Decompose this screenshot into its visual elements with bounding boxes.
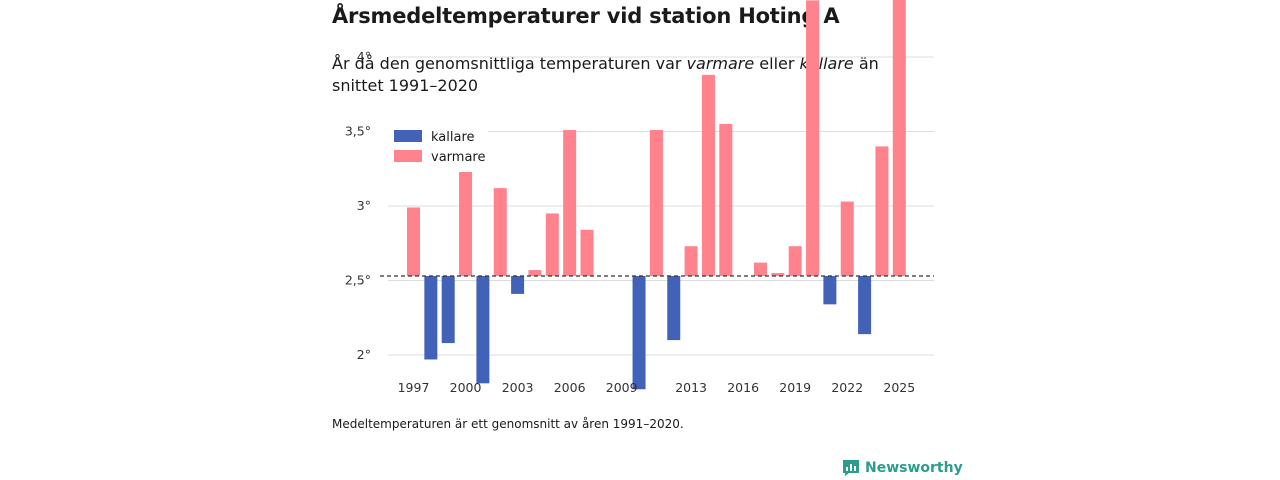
subtitle-text-2: eller bbox=[754, 54, 800, 73]
bar-1997[interactable] bbox=[407, 207, 420, 277]
bar-2006[interactable] bbox=[563, 130, 577, 277]
x-tick-label: 2003 bbox=[502, 380, 534, 395]
y-tick-label: 4° bbox=[357, 49, 371, 64]
x-tick-label: 1997 bbox=[398, 380, 430, 395]
x-tick-label: 2013 bbox=[675, 380, 707, 395]
bar-2019[interactable] bbox=[788, 246, 802, 277]
bar-2017[interactable] bbox=[754, 262, 767, 277]
bar-2005[interactable] bbox=[545, 213, 559, 277]
bar-1999[interactable] bbox=[441, 276, 455, 344]
bar-2014[interactable] bbox=[701, 74, 715, 277]
bar-2007[interactable] bbox=[580, 229, 594, 277]
x-tick-label: 2000 bbox=[450, 380, 482, 395]
newsworthy-brand[interactable]: Newsworthy bbox=[842, 459, 963, 477]
legend: kallare varmare bbox=[386, 124, 488, 172]
chart-subtitle: År då den genomsnittliga temperaturen va… bbox=[332, 53, 932, 97]
bar-2018[interactable] bbox=[771, 273, 785, 277]
x-axis-labels: 1997 2000 2003 2006 2009 2013 2016 2019 2022 2025 bbox=[398, 380, 916, 395]
y-tick-label: 2,5° bbox=[345, 273, 371, 288]
bar-2000[interactable] bbox=[459, 152, 473, 277]
x-tick-label: 2016 bbox=[727, 380, 759, 395]
subtitle-text-1: År då den genomsnittliga temperaturen va… bbox=[332, 54, 687, 73]
bar-2001[interactable] bbox=[476, 276, 490, 384]
y-tick-label: 2° bbox=[357, 347, 371, 362]
x-tick-label: 2025 bbox=[883, 380, 915, 395]
bar-2002[interactable] bbox=[493, 188, 507, 277]
bar-2011[interactable] bbox=[649, 130, 663, 277]
bar-2020[interactable] bbox=[806, 0, 820, 277]
legend-label-varmare: varmare bbox=[431, 150, 485, 165]
legend-label-kallare: kallare bbox=[431, 130, 475, 145]
footnote: Medeltemperaturen är ett genomsnitt av å… bbox=[332, 417, 684, 431]
bar-2022[interactable] bbox=[840, 201, 854, 277]
bar-2010[interactable] bbox=[632, 276, 646, 390]
bar-2003[interactable] bbox=[511, 276, 525, 294]
bar-2024[interactable] bbox=[875, 146, 889, 277]
subtitle-text-3: än snittet 1991–2020 bbox=[332, 54, 879, 95]
bar-2023[interactable] bbox=[858, 276, 872, 335]
chart-title: Årsmedeltemperaturer vid station Hoting … bbox=[332, 4, 840, 28]
bar-2013[interactable] bbox=[684, 246, 698, 277]
subtitle-warmer: varmare bbox=[686, 54, 755, 73]
bars bbox=[407, 0, 906, 390]
bar-1998[interactable] bbox=[424, 276, 438, 360]
x-tick-label: 2019 bbox=[779, 380, 811, 395]
bar-2015[interactable] bbox=[719, 124, 733, 277]
x-tick-label: 2009 bbox=[606, 380, 638, 395]
legend-swatch-varmare bbox=[394, 150, 422, 162]
bar-2012[interactable] bbox=[667, 276, 681, 341]
newsworthy-logo-icon bbox=[843, 460, 859, 476]
y-tick-label: 3° bbox=[357, 198, 371, 213]
x-tick-label: 2022 bbox=[831, 380, 863, 395]
brand-name: Newsworthy bbox=[865, 460, 963, 476]
x-tick-label: 2006 bbox=[554, 380, 586, 395]
y-axis-labels: 2°2,5°3°3,5°4°4,5°5° bbox=[345, 49, 371, 362]
legend-swatch-kallare bbox=[394, 130, 422, 142]
bar-2021[interactable] bbox=[823, 276, 837, 305]
bar-2025[interactable] bbox=[892, 0, 906, 277]
y-tick-label: 3,5° bbox=[345, 124, 371, 139]
bar-2004[interactable] bbox=[528, 270, 542, 277]
bar-chart: 2°2,5°3°3,5°4°4,5°5° 1997200020032006200… bbox=[345, 0, 934, 395]
